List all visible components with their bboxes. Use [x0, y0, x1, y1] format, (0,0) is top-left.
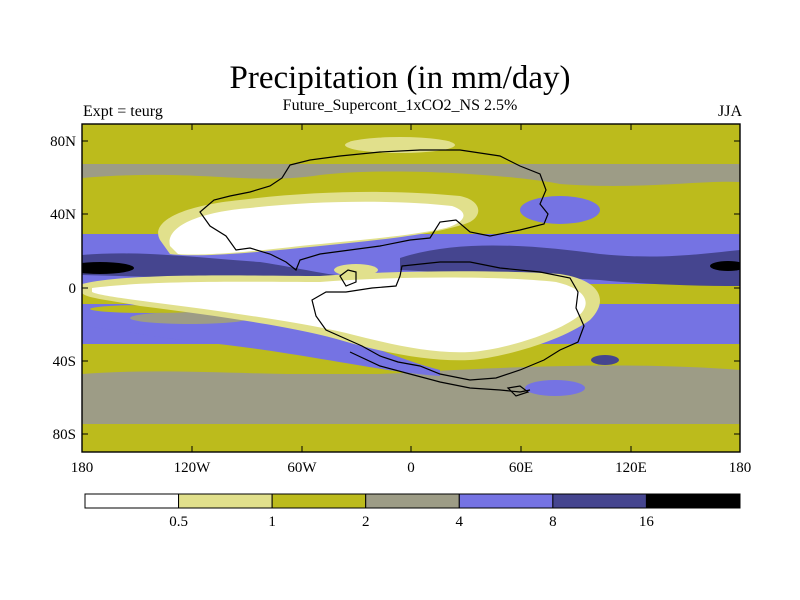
- lon-tick-label: 120E: [615, 460, 647, 476]
- south-continent-outline: [311, 261, 585, 381]
- colorbar-label: 4: [456, 514, 464, 530]
- north-continent-outline: [199, 149, 549, 271]
- colorbar-swatch: [84, 493, 180, 509]
- equatorial-inner-outline: [339, 269, 357, 287]
- colorbar-label: 2: [362, 514, 370, 530]
- season-label: JJA: [717, 103, 742, 120]
- monsoon-dark: [400, 245, 740, 286]
- colorbar-label: 8: [549, 514, 557, 530]
- mid-lat-blue-south: [525, 380, 585, 396]
- map-title: Precipitation (in mm/day): [229, 60, 571, 96]
- map-subtitle: Future_Supercont_1xCO2_NS 2.5%: [282, 97, 518, 114]
- lat-tick-label: 40N: [50, 207, 76, 223]
- mid-lat-blue-north: [520, 196, 600, 224]
- storm-track-north-bulge: [82, 171, 740, 194]
- itcz-north-dark: [82, 253, 350, 283]
- lon-tick-label: 180: [729, 460, 752, 476]
- lat-tick-label: 0: [69, 281, 77, 297]
- dry-zone-south: [92, 277, 586, 353]
- lon-tick-label: 60W: [287, 460, 317, 476]
- colorbar-label: 0.5: [169, 514, 188, 530]
- colorbar-swatch: [458, 493, 554, 509]
- lon-tick-label: 0: [407, 460, 415, 476]
- latitude-axis: 80N 40N 0 40S 80S: [50, 134, 740, 443]
- colorbar: 0.5 1 2 4 8 16: [84, 493, 741, 530]
- colorbar-swatch: [552, 493, 647, 509]
- lat-tick-label: 40S: [53, 354, 76, 370]
- continent-outlines: [199, 149, 585, 397]
- colorbar-label: 16: [639, 514, 655, 530]
- band-storm-track-south: [82, 374, 740, 424]
- heavy-rain-east: [710, 261, 740, 271]
- lat-tick-label: 80N: [50, 134, 76, 150]
- lon-tick-label: 120W: [174, 460, 212, 476]
- colorbar-swatch: [645, 493, 741, 509]
- southern-coast-outline: [349, 351, 531, 393]
- precipitation-field: [82, 124, 740, 452]
- experiment-label: Expt = teurg: [83, 103, 163, 120]
- coastal-dark-spot: [591, 355, 619, 365]
- colorbar-swatch: [365, 493, 460, 509]
- lon-tick-label: 180: [71, 460, 94, 476]
- dry-zone-north: [169, 201, 464, 255]
- lon-tick-label: 60E: [509, 460, 533, 476]
- arctic-light-patch: [345, 137, 455, 153]
- longitude-axis: 180 120W 60W 0 60E 120E 180: [71, 124, 752, 476]
- colorbar-label: 1: [268, 514, 276, 530]
- southern-island-outline: [506, 385, 530, 397]
- colorbar-swatch: [178, 493, 273, 509]
- heavy-rain-west: [82, 262, 134, 274]
- colorbar-swatch: [271, 493, 367, 509]
- lat-tick-label: 80S: [53, 427, 76, 443]
